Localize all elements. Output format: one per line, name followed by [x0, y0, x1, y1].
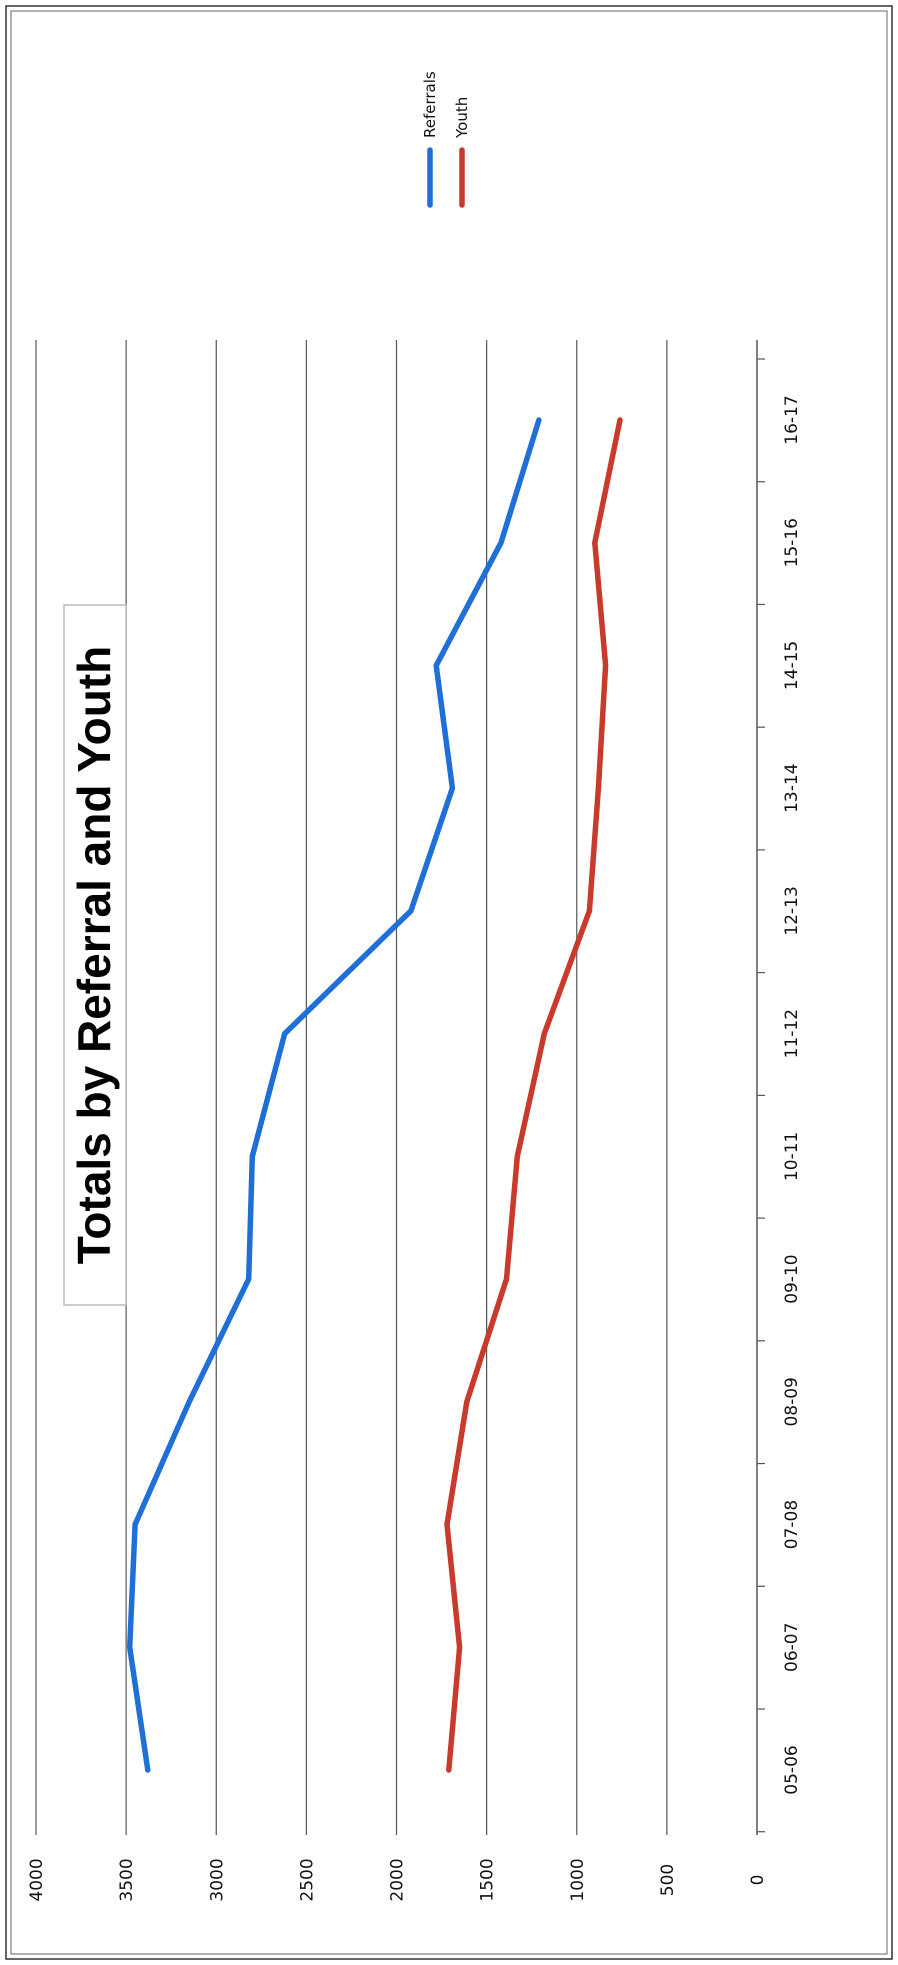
y-tick-label: 0	[748, 1875, 768, 1886]
legend-label-youth: Youth	[453, 97, 471, 139]
gridlines	[35, 340, 668, 1835]
y-tick-label: 2000	[388, 1858, 408, 1901]
y-tick-label: 3500	[117, 1858, 137, 1901]
x-tick-labels: 05-06 06-07 07-08 08-09 09-10 10-11 11-12 12-13…	[782, 395, 802, 1794]
series-line-youth	[444, 417, 623, 1773]
title-box	[63, 604, 127, 1306]
series-line-referrals	[126, 417, 542, 1773]
category-label: 10-11	[782, 1132, 802, 1181]
category-label: 15-16	[782, 518, 802, 567]
plot-axis	[756, 340, 765, 1835]
inner-border	[10, 10, 888, 1955]
y-tick-labels: 0 500 1000 1500 2000 2500 3000 3500 4000	[27, 1858, 768, 1901]
category-label: 14-15	[782, 641, 802, 690]
category-label: 11-12	[782, 1009, 802, 1058]
category-label: 16-17	[782, 395, 802, 444]
chart-title-box: Totals by Referral and Youth	[63, 604, 127, 1306]
y-tick-label: 2500	[297, 1858, 317, 1901]
category-label: 08-09	[782, 1377, 802, 1426]
legend: Referrals Youth	[421, 71, 471, 208]
y-tick-label: 4000	[27, 1858, 47, 1901]
category-label: 13-14	[782, 763, 802, 812]
category-label: 09-10	[782, 1254, 802, 1303]
y-tick-label: 1500	[478, 1858, 498, 1901]
y-tick-label: 1000	[568, 1858, 588, 1901]
category-label: 07-08	[782, 1500, 802, 1549]
chart-title: Totals by Referral and Youth	[68, 646, 120, 1265]
category-label: 12-13	[782, 886, 802, 935]
y-tick-label: 500	[658, 1864, 678, 1896]
y-tick-label: 3000	[207, 1858, 227, 1901]
category-label: 06-07	[782, 1623, 802, 1672]
legend-label-referrals: Referrals	[421, 71, 439, 138]
outer-border	[5, 5, 893, 1960]
series-lines	[126, 417, 623, 1773]
category-label: 05-06	[782, 1745, 802, 1794]
